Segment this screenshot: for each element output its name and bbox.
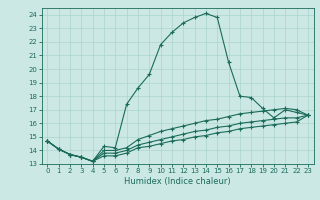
X-axis label: Humidex (Indice chaleur): Humidex (Indice chaleur) [124, 177, 231, 186]
